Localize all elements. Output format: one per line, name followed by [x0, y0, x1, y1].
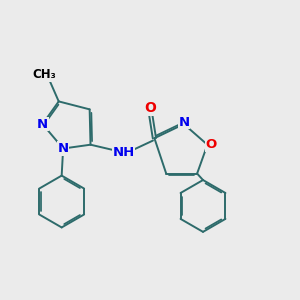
Text: O: O — [144, 101, 156, 115]
Text: O: O — [205, 138, 217, 151]
Text: CH₃: CH₃ — [32, 68, 56, 81]
Text: N: N — [178, 116, 189, 128]
Text: N: N — [58, 142, 69, 155]
Text: NH: NH — [112, 146, 135, 159]
Text: N: N — [37, 118, 48, 130]
